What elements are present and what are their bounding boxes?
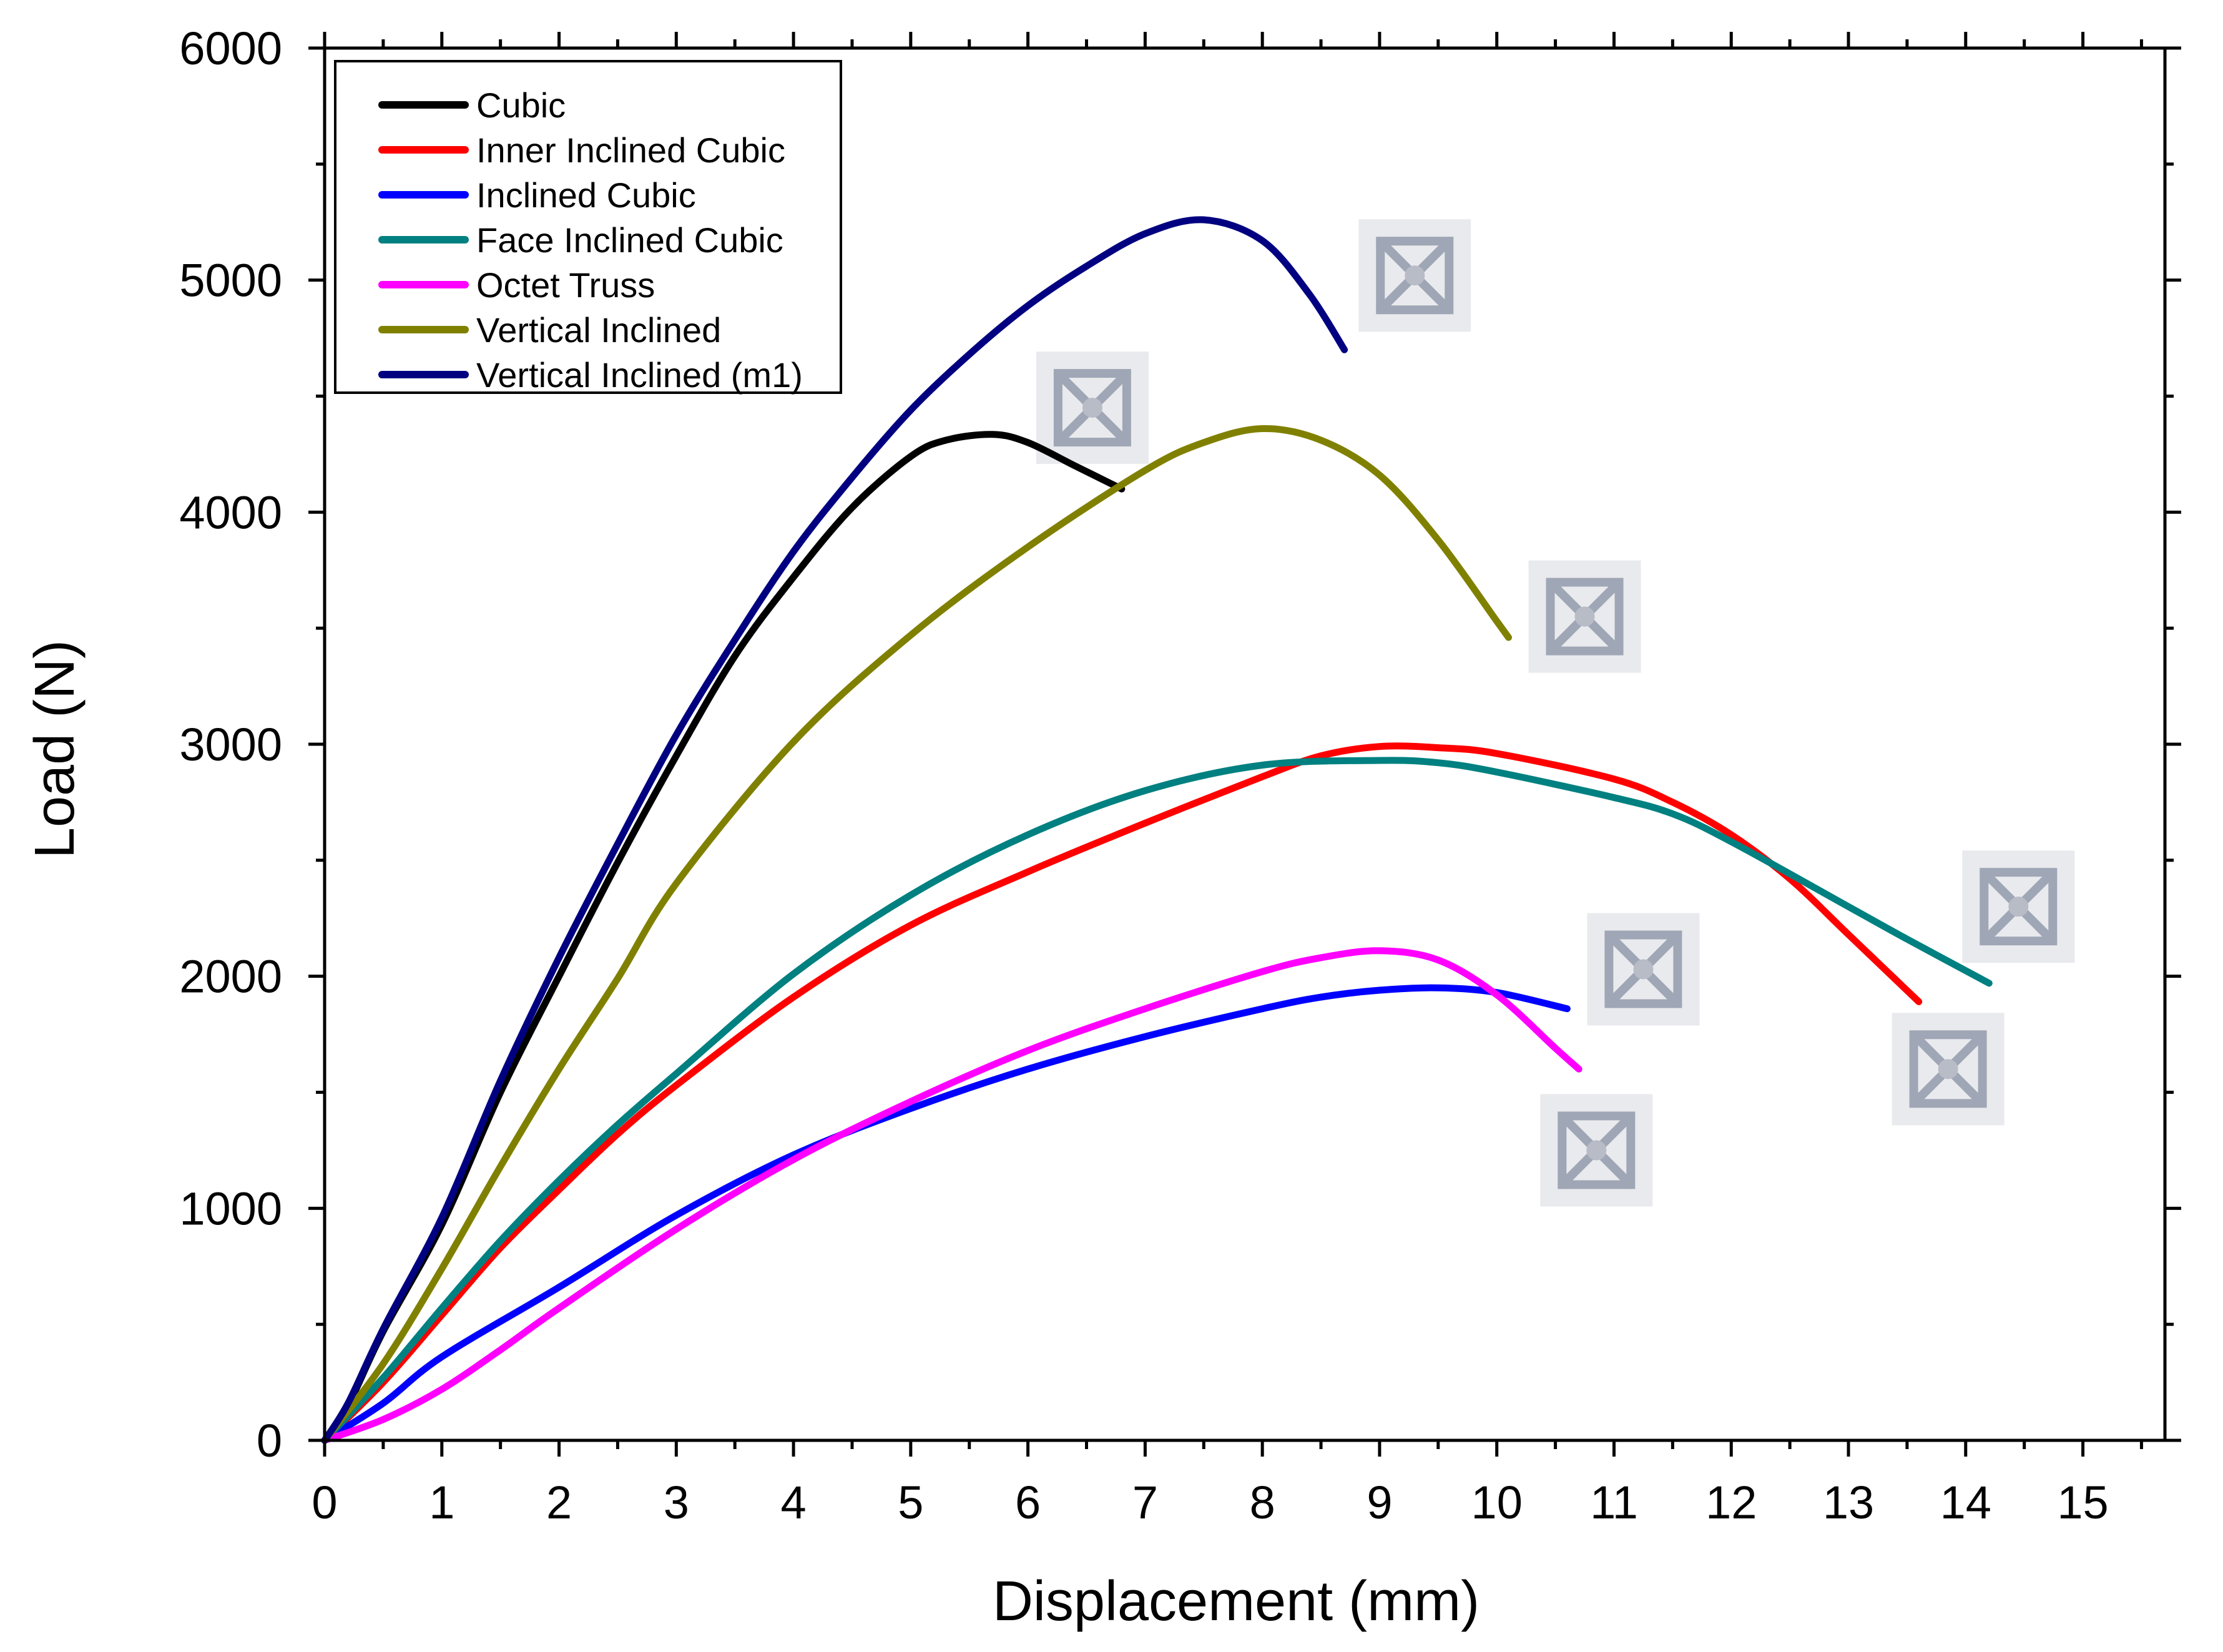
inset-image-layer xyxy=(1036,219,2075,1207)
series-line-5 xyxy=(321,425,1512,1444)
y-axis-title: Load (N) xyxy=(24,640,86,858)
legend-label: Vertical Inclined xyxy=(476,310,721,350)
legend-label: Octet Truss xyxy=(476,265,655,305)
cubic-lattice-thumb xyxy=(1036,352,1149,465)
legend-entry: Inner Inclined Cubic xyxy=(378,130,785,170)
y-tick-label: 0 xyxy=(257,1415,282,1467)
series-layer xyxy=(321,216,1993,1444)
vertical-inclined-thumb xyxy=(1528,560,1641,673)
x-tick-label: 1 xyxy=(429,1477,454,1528)
y-tick-label: 3000 xyxy=(179,719,282,770)
inclined-cubic-thumb xyxy=(1587,913,1700,1026)
x-tick-label: 6 xyxy=(1015,1477,1041,1528)
x-tick-label: 5 xyxy=(898,1477,923,1528)
x-tick-label: 14 xyxy=(1940,1477,1991,1528)
legend-entry: Inclined Cubic xyxy=(378,175,696,215)
series-line-1 xyxy=(321,742,1923,1444)
x-tick-label: 11 xyxy=(1590,1477,1638,1528)
legend-label: Inclined Cubic xyxy=(476,175,696,215)
x-tick-label: 10 xyxy=(1471,1477,1523,1528)
legend-label: Cubic xyxy=(476,86,566,125)
x-tick-label: 13 xyxy=(1823,1477,1874,1528)
octet-truss-thumb xyxy=(1540,1094,1653,1207)
face-inclined-cubic-thumb xyxy=(1962,850,2075,963)
vertical-inclined-m1-thumb xyxy=(1358,219,1471,332)
series-line-3 xyxy=(321,757,1993,1444)
x-tick-label: 9 xyxy=(1367,1477,1392,1528)
legend: Cubic Inner Inclined Cubic Inclined Cubic F… xyxy=(334,60,842,395)
x-tick-label: 2 xyxy=(546,1477,572,1528)
legend-entry: Cubic xyxy=(378,86,566,125)
axis-layer: 0 1 2 3 4 5 6 7 8 9 10 11 12 13 14 15010002000300040005… xyxy=(179,22,2181,1528)
y-tick-label: 1000 xyxy=(179,1182,282,1234)
x-tick-label: 4 xyxy=(781,1477,807,1528)
legend-label: Vertical Inclined (m1) xyxy=(476,355,803,395)
x-tick-label: 15 xyxy=(2057,1477,2108,1528)
legend-entry: Face Inclined Cubic xyxy=(378,220,783,260)
legend-label: Inner Inclined Cubic xyxy=(476,130,785,170)
y-tick-label: 5000 xyxy=(179,255,282,307)
legend-entry: Vertical Inclined xyxy=(378,310,721,350)
y-tick-label: 2000 xyxy=(179,951,282,1003)
legend-box xyxy=(334,60,842,394)
series-line-4 xyxy=(321,947,1583,1444)
y-tick-label: 4000 xyxy=(179,486,282,538)
x-tick-label: 7 xyxy=(1132,1477,1158,1528)
y-tick-label: 6000 xyxy=(179,22,282,74)
series-line-6 xyxy=(321,216,1348,1444)
legend-label: Face Inclined Cubic xyxy=(476,220,783,260)
inner-inclined-cubic-thumb xyxy=(1892,1013,2005,1126)
x-tick-label: 0 xyxy=(312,1477,337,1528)
series-line-2 xyxy=(321,984,1571,1444)
x-tick-label: 3 xyxy=(664,1477,689,1528)
x-tick-label: 8 xyxy=(1250,1477,1275,1528)
legend-entry: Octet Truss xyxy=(378,265,655,305)
legend-entry: Vertical Inclined (m1) xyxy=(378,355,803,395)
x-tick-label: 12 xyxy=(1705,1477,1757,1528)
x-axis-title: Displacement (mm) xyxy=(993,1570,1480,1633)
